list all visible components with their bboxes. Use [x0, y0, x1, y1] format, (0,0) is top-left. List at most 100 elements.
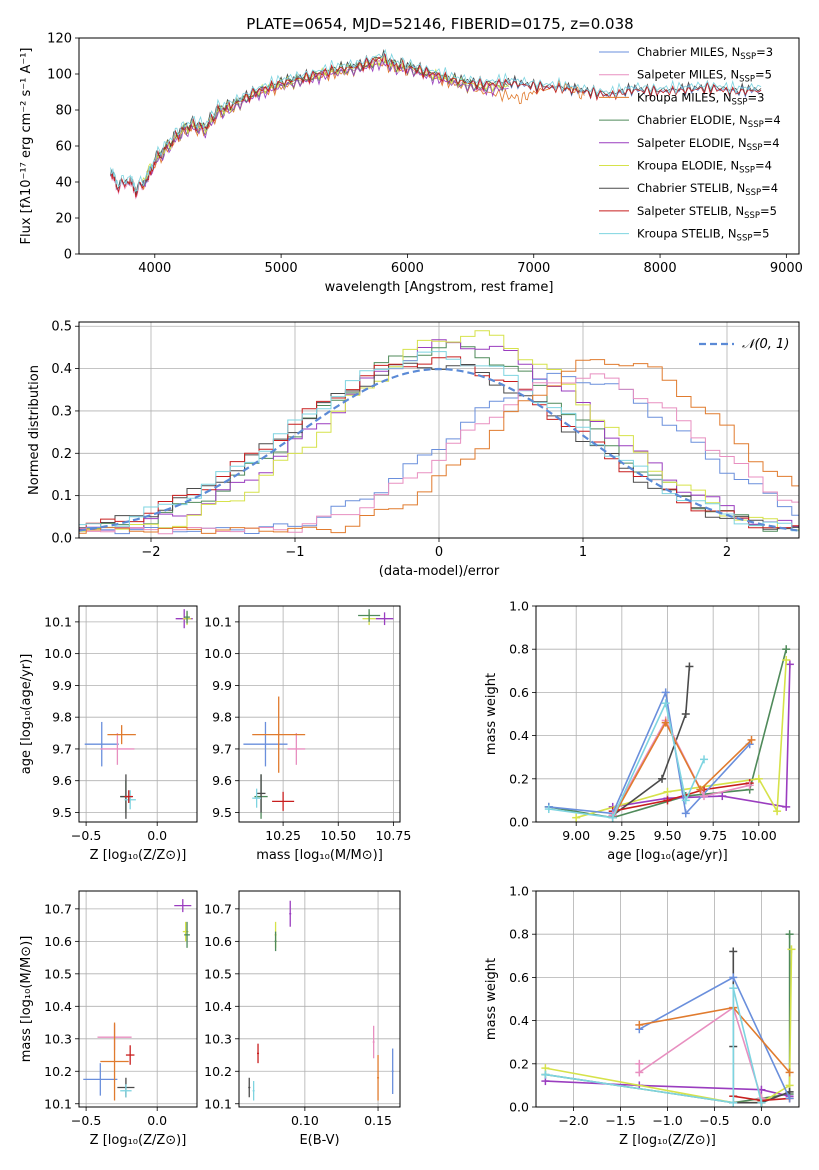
- y-tick-label: 0.8: [509, 642, 529, 657]
- y-tick-label: 120: [47, 32, 72, 47]
- x-tick-label: −2: [141, 545, 160, 560]
- mass-weight-marker: [661, 718, 670, 727]
- legend-tail: =4: [763, 136, 780, 150]
- y-tick-label: 10.7: [44, 901, 72, 916]
- residual-histogram: [79, 373, 799, 535]
- mass-weight-marker: [661, 699, 670, 708]
- y-axis-label: age [log₁₀(age/yr)]: [19, 654, 34, 775]
- y-tick-label: 0.3: [51, 404, 72, 419]
- mass-weight-marker: [782, 656, 791, 664]
- age-vs-metallicity-panel: −0.5 0.0 9.5 9.6 9.7 9.8 9.9 10.0 10.1 Z [log₁₀(Z…: [19, 605, 198, 863]
- legend-name: Kroupa STELIB, N: [637, 227, 737, 241]
- mass-weight-marker: [635, 1020, 644, 1029]
- mass-weight-marker: [718, 792, 727, 801]
- x-tick-label: 4000: [138, 261, 171, 276]
- legend-sub: SSP: [737, 234, 753, 244]
- y-tick-label: 9.9: [52, 678, 72, 693]
- x-tick-label: 9.00: [562, 828, 590, 843]
- mass-weight-marker: [785, 930, 794, 939]
- plot-area: [83, 899, 192, 1101]
- x-tick-label: −0.5: [71, 1113, 101, 1128]
- x-tick-label: 8000: [644, 261, 677, 276]
- mass-weight-marker: [696, 785, 705, 794]
- spectrum-line: [110, 48, 762, 196]
- x-tick-label: 10.75: [375, 828, 411, 843]
- legend-entry: Salpeter MILES, NSSP=5: [637, 68, 772, 85]
- x-tick-label: 2: [723, 545, 731, 560]
- errorbar-point: [184, 610, 190, 624]
- errorbar-point: [248, 1077, 251, 1098]
- y-tick-label: 10.4: [204, 999, 232, 1014]
- x-axis-label: (data-model)/error: [379, 564, 500, 579]
- mass-weight-marker: [681, 710, 690, 718]
- y-tick-label: 10.6: [44, 934, 72, 949]
- x-tick-label: −0.5: [71, 828, 101, 843]
- errorbar-point: [243, 721, 288, 767]
- y-tick-label: 9.6: [52, 773, 72, 788]
- mass-weight-marker: [754, 774, 763, 783]
- y-axis-label: mass [log₁₀(M/M⊙)]: [19, 936, 34, 1063]
- legend-tail: =4: [764, 113, 781, 127]
- legend-name: Salpeter MILES, N: [637, 68, 739, 82]
- age-vs-mass-panel: 10.25 10.50 10.75 9.5 9.6 9.7 9.8 9.9 10.0 10.1 ma…: [204, 605, 411, 863]
- y-tick-label: 9.5: [212, 805, 232, 820]
- y-axis-label: mass weight: [484, 958, 499, 1040]
- mass-weight-marker: [544, 805, 553, 814]
- x-tick-label: −0.5: [699, 1113, 729, 1128]
- y-tick-label: 0.4: [51, 362, 72, 377]
- mass-weight-marker: [745, 781, 754, 790]
- y-axis-label: Flux [fλ10⁻¹⁷ erg cm⁻² s⁻¹ A⁻¹]: [19, 48, 34, 245]
- errorbar-point: [358, 609, 381, 622]
- x-axis-label: E(B-V): [299, 1133, 339, 1148]
- legend-tail: =5: [755, 68, 772, 82]
- y-axis-label: Normed distribution: [27, 365, 42, 495]
- axes-frame: [238, 605, 401, 823]
- y-tick-label: 0.8: [509, 927, 529, 942]
- y-tick-label: 10.0: [44, 646, 72, 661]
- legend-sub: SSP: [747, 143, 763, 153]
- y-tick-label: 1.0: [509, 599, 529, 614]
- plot-area: [541, 930, 796, 1107]
- y-tick-label: 60: [55, 140, 72, 155]
- spectrum-line: [141, 55, 509, 182]
- mass-weight-marker: [700, 792, 709, 801]
- errorbar-point: [252, 1081, 255, 1101]
- x-tick-label: 0.0: [147, 828, 167, 843]
- errorbar-point: [124, 790, 136, 810]
- mass-weight-marker: [729, 973, 738, 982]
- y-tick-label: 9.8: [212, 710, 232, 725]
- y-tick-label: 10.5: [204, 966, 232, 981]
- x-tick-label: −1.5: [605, 1113, 635, 1128]
- y-tick-label: 10.1: [44, 1096, 72, 1111]
- x-tick-label: 6000: [391, 261, 424, 276]
- x-tick-label: 0.15: [364, 1113, 392, 1128]
- legend-entry: Chabrier STELIB, NSSP=4: [637, 181, 778, 198]
- mass-weight-marker: [608, 813, 617, 822]
- y-tick-label: 20: [55, 212, 72, 227]
- y-tick-label: 0.6: [509, 970, 529, 985]
- y-tick-label: 1.0: [509, 884, 529, 899]
- x-tick-label: 9.50: [654, 828, 682, 843]
- mass-weight-marker: [572, 813, 581, 822]
- errorbar-point: [124, 790, 134, 803]
- axes-frame: [78, 321, 800, 539]
- errorbar-point: [100, 733, 135, 765]
- x-tick-label: −2.0: [558, 1113, 588, 1128]
- gaussian-curve: [79, 367, 799, 532]
- errorbar-point: [184, 921, 190, 948]
- x-tick-label: 0.0: [751, 1113, 771, 1128]
- legend-sub: SSP: [745, 188, 761, 198]
- x-tick-label: 9.75: [699, 828, 727, 843]
- residual-histogram: [79, 372, 799, 535]
- errorbar-point: [252, 788, 262, 808]
- y-tick-label: 10.7: [204, 901, 232, 916]
- y-tick-label: 0: [64, 248, 72, 263]
- y-tick-label: 10.2: [44, 1064, 72, 1079]
- errorbar-point: [252, 696, 306, 773]
- errorbar-point: [377, 1055, 380, 1101]
- legend-entry: Kroupa STELIB, NSSP=5: [637, 227, 769, 244]
- y-tick-label: 10.6: [204, 934, 232, 949]
- legend-sub: SSP: [739, 166, 755, 176]
- legend-entry: Kroupa ELODIE, NSSP=4: [637, 159, 772, 176]
- mass-weight-marker: [663, 796, 672, 805]
